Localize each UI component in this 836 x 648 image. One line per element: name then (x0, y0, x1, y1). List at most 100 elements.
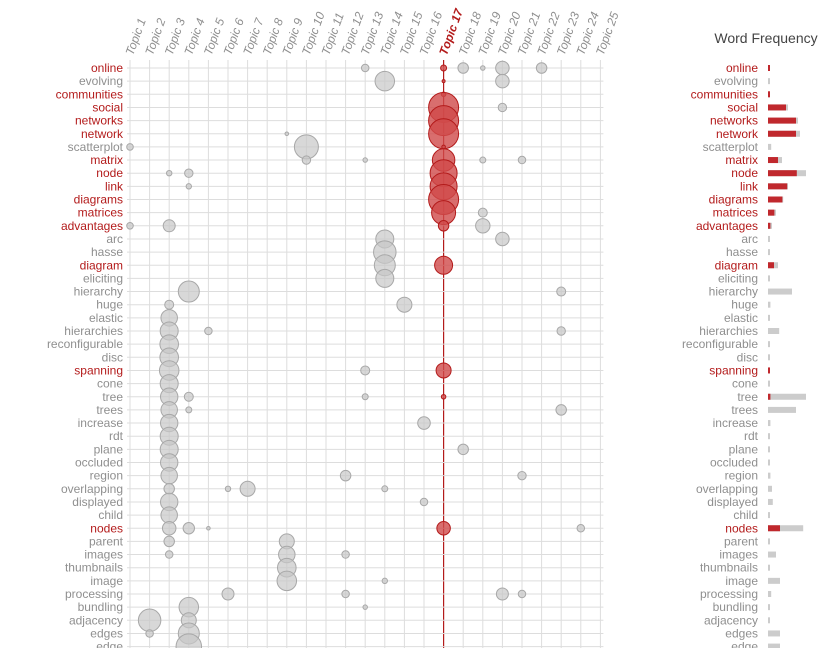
frequency-word-label[interactable]: networks (710, 114, 758, 128)
frequency-word-label[interactable]: network (716, 127, 759, 141)
topic-word-bubble[interactable] (126, 143, 134, 151)
word-label[interactable]: link (105, 179, 124, 193)
topic-word-bubble[interactable] (221, 587, 235, 601)
topic-word-bubble[interactable] (440, 394, 447, 400)
topic-word-bubble[interactable] (204, 326, 213, 336)
topic-word-bubble[interactable] (441, 79, 446, 84)
frequency-word-label[interactable]: online (726, 61, 758, 75)
word-label[interactable]: cone (97, 377, 123, 391)
topic-word-bubble[interactable] (435, 362, 452, 379)
topic-word-bubble[interactable] (293, 134, 319, 160)
topic-word-bubble[interactable] (495, 60, 510, 76)
frequency-word-label[interactable]: nodes (725, 521, 758, 535)
topic-word-bubble[interactable] (437, 220, 450, 232)
frequency-word-label[interactable]: social (727, 100, 758, 114)
word-label[interactable]: tree (102, 390, 123, 404)
topic-word-bubble[interactable] (495, 231, 510, 247)
topic-word-bubble[interactable] (185, 406, 193, 414)
topic-word-bubble[interactable] (166, 170, 173, 177)
word-label[interactable]: rdt (109, 429, 124, 443)
topic-word-bubble[interactable] (175, 633, 203, 648)
topic-word-bubble[interactable] (417, 416, 431, 430)
topic-word-bubble[interactable] (361, 393, 369, 401)
word-label[interactable]: spanning (74, 363, 123, 377)
topic-word-bubble[interactable] (457, 443, 469, 456)
frequency-word-label[interactable]: edge (731, 640, 758, 648)
frequency-word-label[interactable]: hierarchies (699, 324, 758, 338)
word-label[interactable]: diagrams (74, 193, 123, 207)
word-label[interactable]: huge (96, 298, 123, 312)
word-label[interactable]: increase (78, 416, 124, 430)
frequency-word-label[interactable]: spanning (709, 363, 758, 377)
frequency-word-label[interactable]: advantages (696, 219, 758, 233)
word-label[interactable]: networks (75, 114, 123, 128)
frequency-word-label[interactable]: parent (724, 534, 759, 548)
frequency-word-label[interactable]: hierarchy (709, 285, 758, 299)
topic-word-bubble[interactable] (556, 326, 566, 336)
frequency-word-label[interactable]: displayed (707, 495, 758, 509)
frequency-word-label[interactable]: elastic (724, 311, 758, 325)
frequency-word-label[interactable]: eliciting (718, 271, 758, 285)
topic-word-bubble[interactable] (517, 155, 527, 165)
word-label[interactable]: overlapping (61, 482, 123, 496)
topic-word-bubble[interactable] (434, 255, 454, 275)
topic-word-bubble[interactable] (145, 629, 154, 638)
frequency-word-label[interactable]: edges (725, 626, 758, 640)
topic-word-bubble[interactable] (556, 286, 567, 297)
topic-word-bubble[interactable] (479, 156, 487, 164)
topic-word-bubble[interactable] (362, 604, 368, 610)
word-label[interactable]: social (92, 100, 123, 114)
frequency-word-label[interactable]: adjacency (704, 613, 758, 627)
topic-word-bubble[interactable] (276, 570, 298, 592)
topic-word-bubble[interactable] (341, 589, 350, 599)
frequency-word-label[interactable]: node (731, 166, 758, 180)
frequency-word-label[interactable]: huge (731, 298, 758, 312)
topic-word-bubble[interactable] (475, 218, 491, 234)
frequency-word-label[interactable]: rdt (744, 429, 759, 443)
word-label[interactable]: eliciting (83, 271, 123, 285)
word-label[interactable]: hierarchy (74, 285, 123, 299)
frequency-word-label[interactable]: bundling (713, 600, 758, 614)
frequency-word-label[interactable]: matrix (725, 153, 758, 167)
topic-word-bubble[interactable] (301, 155, 312, 165)
topic-word-bubble[interactable] (162, 219, 176, 233)
topic-word-bubble[interactable] (339, 469, 352, 482)
word-label[interactable]: matrix (90, 153, 123, 167)
word-label[interactable]: displayed (72, 495, 123, 509)
word-label[interactable]: region (90, 469, 123, 483)
topic-word-bubble[interactable] (375, 268, 395, 288)
frequency-word-label[interactable]: overlapping (696, 482, 758, 496)
word-label[interactable]: images (84, 548, 123, 562)
topic-word-bubble[interactable] (419, 497, 429, 507)
topic-word-bubble[interactable] (497, 102, 508, 113)
topic-word-bubble[interactable] (126, 222, 134, 230)
frequency-word-label[interactable]: increase (713, 416, 759, 430)
word-label[interactable]: processing (65, 587, 123, 601)
topic-word-bubble[interactable] (182, 522, 196, 535)
word-label[interactable]: online (91, 61, 123, 75)
topic-word-bubble[interactable] (436, 521, 451, 536)
topic-word-bubble[interactable] (440, 64, 448, 72)
frequency-word-label[interactable]: region (725, 469, 758, 483)
frequency-word-label[interactable]: cone (732, 377, 758, 391)
topic-word-bubble[interactable] (360, 365, 371, 376)
topic-word-bubble[interactable] (495, 73, 510, 89)
word-label[interactable]: scatterplot (68, 140, 124, 154)
frequency-word-label[interactable]: reconfigurable (682, 337, 758, 351)
frequency-word-label[interactable]: thumbnails (700, 561, 758, 575)
topic-word-bubble[interactable] (161, 521, 177, 536)
topic-word-bubble[interactable] (164, 299, 175, 310)
frequency-word-label[interactable]: tree (737, 390, 758, 404)
topic-word-bubble[interactable] (495, 587, 509, 601)
frequency-word-label[interactable]: occluded (710, 456, 758, 470)
frequency-word-label[interactable]: link (740, 179, 759, 193)
word-label[interactable]: matrices (78, 206, 123, 220)
word-label[interactable]: hierarchies (64, 324, 123, 338)
word-label[interactable]: arc (106, 232, 123, 246)
word-label[interactable]: advantages (61, 219, 123, 233)
topic-word-bubble[interactable] (137, 608, 162, 633)
word-label[interactable]: hasse (91, 245, 123, 259)
frequency-word-label[interactable]: diagram (715, 258, 758, 272)
word-label[interactable]: bundling (78, 600, 123, 614)
word-label[interactable]: occluded (75, 456, 123, 470)
